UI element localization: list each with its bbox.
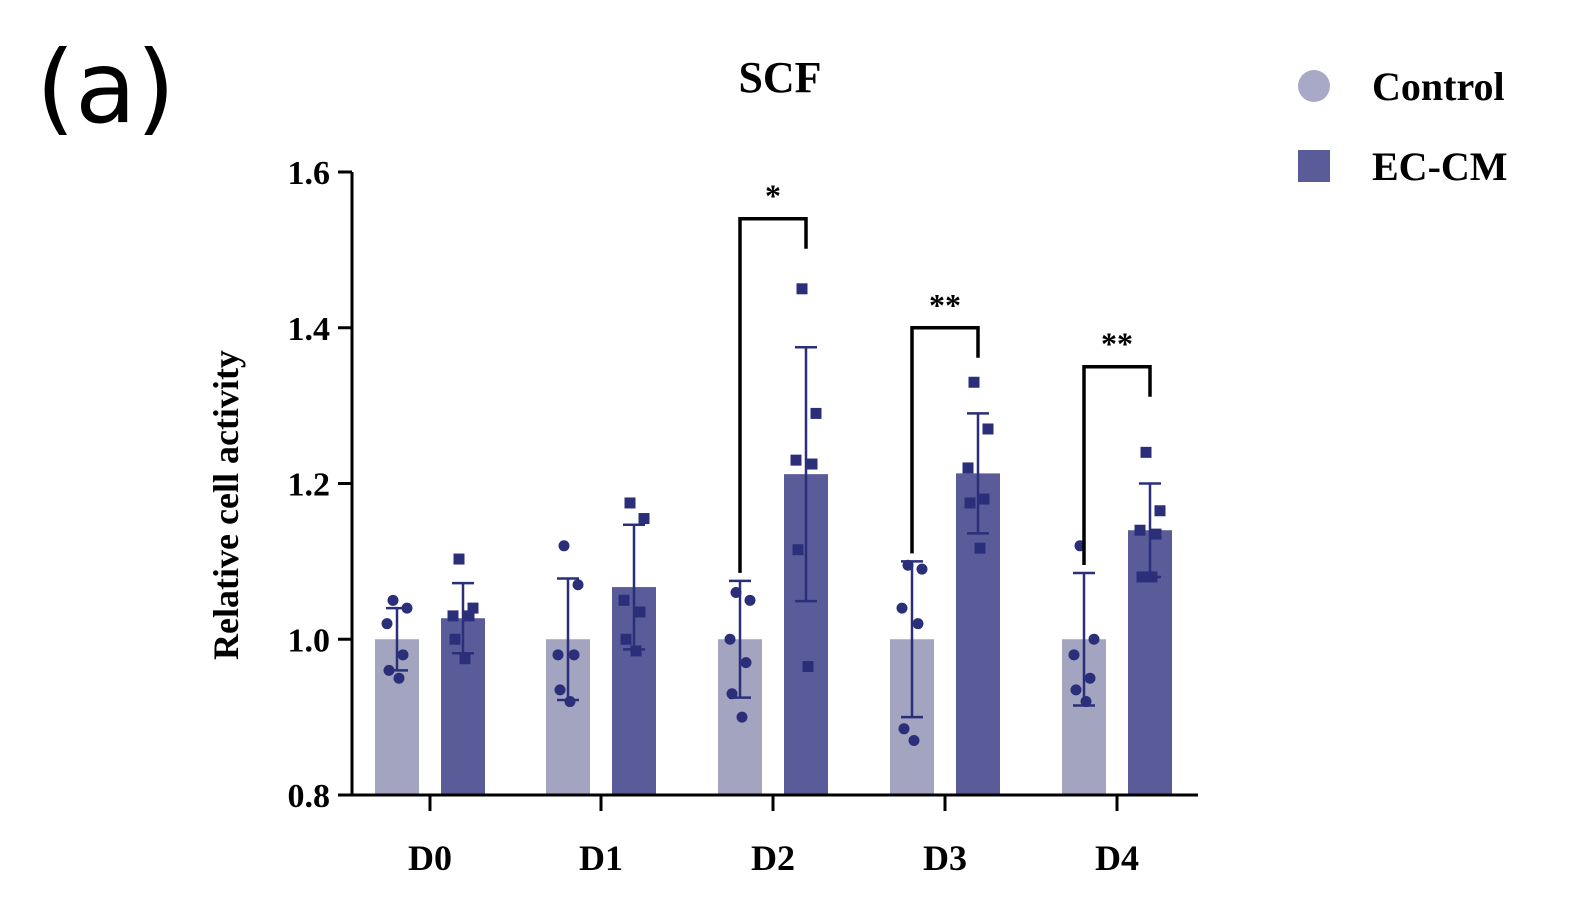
- data-point-ec-cm-d1: [620, 633, 632, 645]
- data-point-ec-cm-d4: [1134, 524, 1146, 536]
- data-point-ec-cm-d4: [1154, 505, 1166, 517]
- data-point-ec-cm-d3: [978, 493, 990, 505]
- data-point-control-d3: [896, 602, 908, 614]
- significance-bracket-d4: [1082, 364, 1152, 566]
- data-point-control-d0: [393, 672, 405, 684]
- data-point-ec-cm-d2: [790, 454, 802, 466]
- data-point-ec-cm-d1: [630, 645, 642, 657]
- data-point-ec-cm-d1: [638, 513, 650, 525]
- legend-label-control: Control: [1372, 64, 1505, 109]
- data-point-control-d2: [724, 633, 736, 645]
- data-point-ec-cm-d2: [792, 544, 804, 556]
- significance-label-d3: **: [929, 287, 961, 323]
- data-point-control-d1: [558, 540, 570, 552]
- data-point-control-d4: [1068, 649, 1080, 661]
- data-point-ec-cm-d2: [802, 661, 814, 673]
- data-point-control-d0: [387, 594, 399, 606]
- data-point-control-d4: [1080, 696, 1092, 708]
- data-point-ec-cm-d3: [974, 542, 986, 554]
- x-tick-label-d1: D1: [579, 838, 623, 878]
- data-point-ec-cm-d3: [962, 462, 974, 474]
- error-bars-group: [386, 345, 1161, 719]
- data-point-control-d3: [902, 559, 914, 571]
- data-point-ec-cm-d1: [634, 606, 646, 618]
- data-point-ec-cm-d4: [1136, 571, 1148, 583]
- data-point-ec-cm-d2: [806, 458, 818, 470]
- data-point-ec-cm-d3: [982, 423, 994, 435]
- data-point-control-d3: [908, 734, 920, 746]
- data-point-control-d4: [1084, 672, 1096, 684]
- data-point-control-d1: [554, 684, 566, 696]
- data-point-ec-cm-d0: [453, 553, 465, 565]
- panel-label: (a): [36, 29, 175, 146]
- legend-label-ec-cm: EC-CM: [1372, 144, 1508, 189]
- significance-group: *****: [738, 178, 1152, 573]
- data-point-control-d1: [564, 696, 576, 708]
- data-point-ec-cm-d0: [447, 610, 459, 622]
- data-point-control-d2: [730, 587, 742, 599]
- y-tick-label: 0.8: [288, 778, 331, 815]
- x-tick-label-d3: D3: [923, 838, 967, 878]
- data-point-control-d1: [568, 649, 580, 661]
- data-point-control-d2: [726, 688, 738, 700]
- y-tick-label: 1.6: [288, 155, 331, 192]
- data-point-ec-cm-d0: [467, 602, 479, 614]
- data-point-control-d1: [572, 579, 584, 591]
- data-point-control-d1: [552, 649, 564, 661]
- y-tick-label: 1.4: [288, 311, 331, 348]
- data-point-ec-cm-d4: [1150, 528, 1162, 540]
- legend-marker-ec-cm: [1298, 150, 1330, 182]
- y-tick-label: 1.2: [288, 467, 331, 504]
- x-tick-label-d4: D4: [1095, 838, 1139, 878]
- data-point-control-d0: [401, 602, 413, 614]
- data-point-ec-cm-d3: [968, 376, 980, 388]
- data-point-control-d3: [916, 563, 928, 575]
- data-point-control-d0: [383, 664, 395, 676]
- data-point-control-d3: [898, 723, 910, 735]
- data-point-ec-cm-d1: [618, 594, 630, 606]
- data-point-control-d4: [1070, 684, 1082, 696]
- x-tick-label-d2: D2: [751, 838, 795, 878]
- legend-marker-control: [1298, 70, 1330, 102]
- data-point-control-d2: [744, 594, 756, 606]
- data-point-control-d3: [912, 618, 924, 630]
- significance-label-d4: **: [1101, 326, 1133, 362]
- data-point-control-d4: [1088, 633, 1100, 645]
- data-points-group: [381, 283, 1166, 746]
- data-point-ec-cm-d4: [1146, 571, 1158, 583]
- data-point-ec-cm-d4: [1140, 446, 1152, 458]
- data-point-ec-cm-d1: [624, 497, 636, 509]
- data-point-control-d0: [397, 649, 409, 661]
- y-axis-label: Relative cell activity: [206, 350, 246, 660]
- x-tick-label-d0: D0: [408, 838, 452, 878]
- data-point-control-d2: [740, 657, 752, 669]
- bars-group: [375, 473, 1172, 795]
- ticks-group: 0.8 1.0 1.2 1.4 1.6 D0 D1 D2 D3 D4: [288, 155, 1140, 878]
- data-point-ec-cm-d0: [459, 653, 471, 665]
- data-point-ec-cm-d0: [463, 610, 475, 622]
- data-point-ec-cm-d3: [964, 497, 976, 509]
- data-point-control-d0: [381, 618, 393, 630]
- data-point-ec-cm-d2: [810, 407, 822, 419]
- y-tick-label: 1.0: [288, 622, 331, 659]
- data-point-ec-cm-d2: [796, 283, 808, 295]
- significance-bracket-d3: [910, 326, 980, 554]
- significance-bracket-d2: [738, 216, 808, 573]
- data-point-control-d2: [736, 711, 748, 723]
- significance-label-d2: *: [765, 178, 781, 214]
- chart-title: SCF: [738, 53, 821, 102]
- legend: Control EC-CM: [1298, 64, 1508, 189]
- data-point-ec-cm-d0: [449, 633, 461, 645]
